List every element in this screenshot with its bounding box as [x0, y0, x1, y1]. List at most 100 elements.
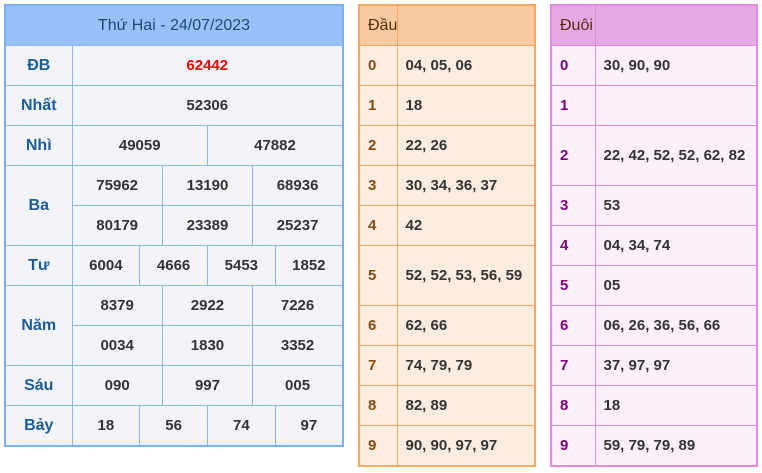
digit-values — [594, 85, 758, 126]
digit-key: 7 — [550, 345, 596, 386]
special-prize-value: 62442 — [71, 45, 344, 86]
list-item: 1 — [550, 85, 758, 126]
list-item: 8 82, 89 — [358, 385, 536, 426]
digit-values: 22, 42, 52, 52, 62, 82 — [594, 125, 758, 186]
digit-key: 3 — [550, 185, 596, 226]
header-blank — [594, 4, 758, 46]
prize-value: 18 — [71, 405, 141, 447]
digit-key: 6 — [550, 305, 596, 346]
digit-values: 04, 05, 06 — [396, 45, 536, 86]
prize-value: 56 — [139, 405, 208, 447]
head-header: Đầu — [358, 4, 398, 46]
digit-key: 1 — [550, 85, 596, 126]
prize-value: 997 — [161, 365, 254, 406]
digit-key: 2 — [550, 125, 596, 186]
digit-key: 9 — [358, 425, 398, 467]
tail-header: Đuôi — [550, 4, 596, 46]
list-item: 3 53 — [550, 185, 758, 226]
prize-value: 005 — [252, 365, 344, 406]
prize-label: Năm — [4, 285, 73, 366]
prize-value: 52306 — [71, 85, 344, 126]
row-bay: Bảy 18 56 74 97 — [4, 405, 344, 447]
prize-label: Sáu — [4, 365, 73, 406]
digit-key: 4 — [358, 205, 398, 246]
digit-values: 22, 26 — [396, 125, 536, 166]
prize-value: 5453 — [206, 245, 276, 286]
digit-key: 9 — [550, 425, 596, 467]
list-item: 5 05 — [550, 265, 758, 306]
prize-value: 0034 — [71, 325, 163, 366]
digit-values: 42 — [396, 205, 536, 246]
digit-key: 2 — [358, 125, 398, 166]
digit-key: 5 — [358, 245, 398, 306]
prize-value: 80179 — [71, 205, 163, 246]
digit-key: 0 — [550, 45, 596, 86]
prize-label: Bảy — [4, 405, 73, 447]
row-nam-2: 0034 1830 3352 — [5, 325, 344, 366]
row-tu: Tư 6004 4666 5453 1852 — [4, 245, 344, 286]
prize-value: 4666 — [139, 245, 208, 286]
digit-values: 52, 52, 53, 56, 59 — [396, 245, 536, 306]
digit-key: 1 — [358, 85, 398, 126]
prize-value: 75962 — [71, 165, 163, 206]
digit-values: 37, 97, 97 — [594, 345, 758, 386]
row-nhi: Nhì 49059 47882 — [4, 125, 344, 166]
digit-key: 3 — [358, 165, 398, 206]
row-nam: Năm 8379 2922 7226 — [4, 285, 344, 366]
digit-values: 30, 90, 90 — [594, 45, 758, 86]
digit-key: 8 — [358, 385, 398, 426]
prize-label: Nhất — [4, 85, 73, 126]
prize-value: 090 — [71, 365, 163, 406]
row-db: ĐB 62442 — [4, 45, 344, 86]
prize-value: 1852 — [274, 245, 344, 286]
prize-value: 7226 — [252, 285, 344, 326]
list-item: 4 04, 34, 74 — [550, 225, 758, 266]
digit-values: 05 — [594, 265, 758, 306]
prize-value: 2922 — [161, 285, 254, 326]
prize-value: 3352 — [252, 325, 344, 366]
prize-value: 97 — [274, 405, 344, 447]
prize-value: 47882 — [206, 125, 344, 166]
prize-value: 6004 — [71, 245, 141, 286]
prize-value: 13190 — [161, 165, 254, 206]
list-item: 9 90, 90, 97, 97 — [358, 425, 536, 467]
list-item: 0 30, 90, 90 — [550, 45, 758, 86]
list-item: 2 22, 42, 52, 52, 62, 82 — [550, 125, 758, 186]
list-item: 7 37, 97, 97 — [550, 345, 758, 386]
digit-key: 5 — [550, 265, 596, 306]
list-item: 6 62, 66 — [358, 305, 536, 346]
list-item: 4 42 — [358, 205, 536, 246]
digit-key: 8 — [550, 385, 596, 426]
prize-value: 49059 — [71, 125, 208, 166]
row-ba: Ba 75962 13190 68936 — [4, 165, 344, 246]
list-item: 2 22, 26 — [358, 125, 536, 166]
digit-values: 90, 90, 97, 97 — [396, 425, 536, 467]
list-item: 6 06, 26, 36, 56, 66 — [550, 305, 758, 346]
digit-key: 6 — [358, 305, 398, 346]
list-item: 3 30, 34, 36, 37 — [358, 165, 536, 206]
list-item: 9 59, 79, 79, 89 — [550, 425, 758, 467]
list-item: 7 74, 79, 79 — [358, 345, 536, 386]
digit-values: 18 — [594, 385, 758, 426]
row-sau: Sáu 090 997 005 — [4, 365, 344, 406]
digit-values: 04, 34, 74 — [594, 225, 758, 266]
results-title: Thứ Hai - 24/07/2023 — [4, 4, 344, 46]
digit-key: 7 — [358, 345, 398, 386]
list-item: 1 18 — [358, 85, 536, 126]
head-digit-table: Đầu 0 04, 05, 06 1 18 2 22, 26 3 30, 34, 36, 37… — [358, 4, 536, 467]
tail-digit-table: Đuôi 0 30, 90, 90 1 2 22, 42, 52, 52, 62, 82… — [550, 4, 758, 467]
digit-values: 06, 26, 36, 56, 66 — [594, 305, 758, 346]
digit-values: 82, 89 — [396, 385, 536, 426]
list-item: 0 04, 05, 06 — [358, 45, 536, 86]
prize-value: 1830 — [161, 325, 254, 366]
digit-values: 53 — [594, 185, 758, 226]
digit-values: 18 — [396, 85, 536, 126]
header-blank — [396, 4, 536, 46]
prize-label: Ba — [4, 165, 73, 246]
digit-values: 74, 79, 79 — [396, 345, 536, 386]
results-table: Thứ Hai - 24/07/2023 ĐB 62442 Nhất 52306 N… — [4, 4, 344, 447]
digit-key: 0 — [358, 45, 398, 86]
prize-label: Tư — [4, 245, 73, 286]
row-ba-2: 80179 23389 25237 — [5, 205, 344, 246]
digit-values: 62, 66 — [396, 305, 536, 346]
